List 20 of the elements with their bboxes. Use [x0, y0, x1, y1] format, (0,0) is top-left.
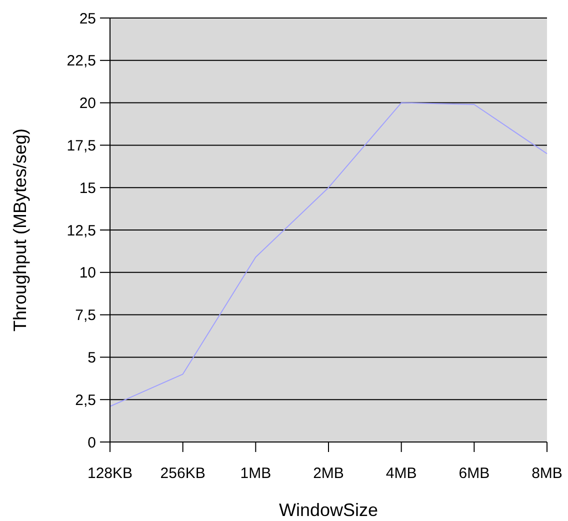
- y-tick-label: 25: [79, 10, 96, 28]
- x-tick-label: 4MB: [386, 465, 417, 482]
- x-tick-label: 6MB: [458, 465, 490, 482]
- x-axis-title: WindowSize: [278, 500, 378, 520]
- x-tick-label: 256KB: [160, 465, 206, 482]
- y-tick-label: 20: [79, 95, 96, 112]
- x-tick-label: 128KB: [87, 465, 133, 482]
- y-tick-label: 17,5: [66, 137, 96, 154]
- y-tick-label: 12,5: [66, 222, 96, 240]
- x-tick-label: 2MB: [313, 465, 344, 482]
- y-tick-label: 2,5: [75, 392, 96, 409]
- y-tick-label: 5: [88, 349, 96, 366]
- y-axis-title: Throughput (MBytes/seg): [10, 128, 30, 332]
- y-tick-label: 7,5: [75, 307, 96, 324]
- x-tick-label: 8MB: [532, 465, 562, 482]
- y-tick-label: 15: [79, 180, 96, 197]
- y-tick-label: 22,5: [66, 52, 96, 70]
- y-tick-label: 10: [79, 264, 96, 282]
- y-tick-label: 0: [88, 434, 96, 452]
- x-tick-label: 1MB: [240, 465, 272, 482]
